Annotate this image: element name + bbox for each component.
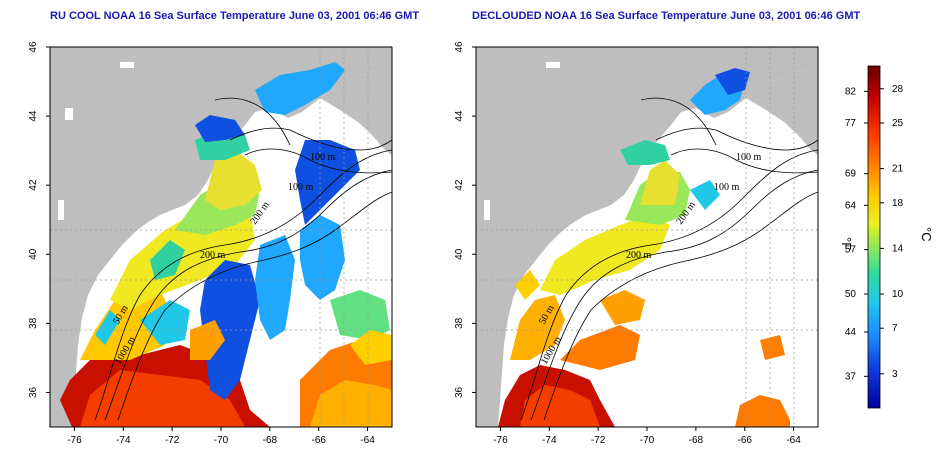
colorbar-f-label: 64 bbox=[845, 200, 857, 211]
colorbar-f-label: 50 bbox=[845, 289, 857, 300]
colorbar-c-label: 25 bbox=[892, 118, 904, 129]
right-panel-title: DECLOUDED NOAA 16 Sea Surface Temperatur… bbox=[472, 10, 861, 22]
x-tick-label: -70 bbox=[214, 435, 229, 446]
colorbar-c-label: 28 bbox=[892, 84, 904, 95]
colorbar: °F °C 82 77 69 64 57 50 44 37 28 25 21 18 14 10 7 3 bbox=[839, 65, 934, 409]
colorbar-f-label: 82 bbox=[845, 86, 857, 97]
colorbar-c-unit: °C bbox=[919, 227, 934, 242]
colorbar-c-label: 7 bbox=[892, 323, 898, 334]
colorbar-c-label: 10 bbox=[892, 289, 904, 300]
colorbar-ticks: 82 77 69 64 57 50 44 37 28 25 21 18 14 10 7 3 bbox=[845, 84, 904, 383]
y-tick-label: 40 bbox=[454, 248, 465, 260]
y-tick-label: 36 bbox=[454, 386, 465, 398]
land-area-nova-scotia bbox=[746, 68, 818, 155]
colorbar-f-label: 57 bbox=[845, 245, 857, 256]
left-panel-title: RU COOL NOAA 16 Sea Surface Temperature … bbox=[50, 10, 420, 22]
x-tick-label: -64 bbox=[360, 435, 375, 446]
colorbar-c-label: 21 bbox=[892, 164, 904, 175]
right-map-panel: 100 m 100 m 200 m 200 m 50 m 1000 m bbox=[475, 46, 819, 428]
colorbar-c-label: 18 bbox=[892, 198, 904, 209]
y-tick-label: 46 bbox=[454, 41, 465, 53]
x-tick-label: -68 bbox=[689, 435, 704, 446]
colorbar-f-label: 37 bbox=[845, 371, 857, 382]
x-tick-label: -76 bbox=[493, 435, 508, 446]
land-area-nova-scotia bbox=[320, 68, 392, 155]
x-tick-label: -76 bbox=[67, 435, 82, 446]
x-tick-label: -72 bbox=[165, 435, 180, 446]
contour-label-100m-b: 100 m bbox=[288, 182, 314, 193]
y-tick-label: 42 bbox=[28, 179, 39, 191]
left-map-panel: 100 m 100 m 200 m 200 m 50 m 1000 m bbox=[49, 46, 393, 428]
y-tick-label: 38 bbox=[28, 317, 39, 329]
y-tick-label: 36 bbox=[28, 386, 39, 398]
x-tick-label: -70 bbox=[640, 435, 655, 446]
y-tick-label: 46 bbox=[28, 41, 39, 53]
colorbar-c-label: 14 bbox=[892, 243, 904, 254]
colorbar-f-label: 69 bbox=[845, 169, 857, 180]
x-tick-label: -74 bbox=[542, 435, 557, 446]
y-tick-label: 42 bbox=[454, 179, 465, 191]
colorbar-f-unit: °F bbox=[839, 237, 854, 250]
x-tick-label: -66 bbox=[311, 435, 326, 446]
colorbar-c-label: 3 bbox=[892, 369, 898, 380]
y-tick-label: 44 bbox=[28, 110, 39, 122]
contour-label-100m-a: 100 m bbox=[310, 152, 336, 163]
land-area bbox=[50, 47, 392, 427]
x-tick-label: -64 bbox=[786, 435, 801, 446]
colorbar-f-label: 44 bbox=[845, 327, 857, 338]
x-tick-label: -68 bbox=[263, 435, 278, 446]
x-tick-label: -74 bbox=[116, 435, 131, 446]
contour-label-100m-b: 100 m bbox=[714, 182, 740, 193]
x-tick-label: -66 bbox=[737, 435, 752, 446]
contour-label-200m-b: 200 m bbox=[626, 250, 652, 261]
axes-layer: -76 -74 -72 -70 -68 -66 -64 36 38 40 42 44 46 -76 -74 -… bbox=[28, 41, 801, 446]
x-tick-label: -72 bbox=[591, 435, 606, 446]
colorbar-f-label: 77 bbox=[845, 118, 857, 129]
contour-label-100m-a: 100 m bbox=[736, 152, 762, 163]
y-tick-label: 44 bbox=[454, 110, 465, 122]
y-tick-label: 40 bbox=[28, 248, 39, 260]
contour-label-200m-b: 200 m bbox=[200, 250, 226, 261]
land-area bbox=[476, 47, 818, 427]
colorbar-ramp bbox=[867, 65, 881, 409]
y-tick-label: 38 bbox=[454, 317, 465, 329]
